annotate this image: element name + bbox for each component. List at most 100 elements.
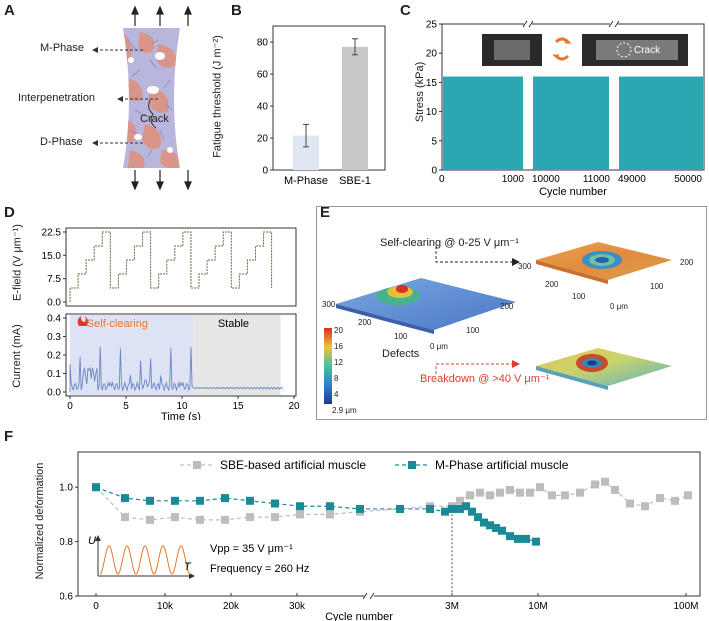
panel-f-chart: 0.6 0.8 1.0 0 10k 20k 30k 3M 10M 100M Cycle number… xyxy=(60,451,701,621)
y-tick-label: 7.5 xyxy=(47,274,61,285)
mphase-point xyxy=(221,494,229,503)
sbe-point xyxy=(246,513,254,522)
axis-break-mask xyxy=(364,593,374,599)
mphase-point xyxy=(441,507,449,516)
panel-a-letter: A xyxy=(4,2,15,19)
legend-marker-mphase xyxy=(408,461,416,469)
sbe-point xyxy=(591,480,599,489)
y-tick-label: 0.3 xyxy=(47,332,61,343)
colorbar-tick: 12 xyxy=(334,358,343,367)
sbe-point xyxy=(466,491,474,500)
y-tick-label: 25 xyxy=(426,20,438,31)
mphase-point xyxy=(480,518,488,527)
y-tick-label: 20 xyxy=(257,134,269,145)
panel-d-top-ylabel: E-field (V μm⁻¹) xyxy=(11,224,24,301)
x-tick-label: 10M xyxy=(528,601,547,612)
mphase-point xyxy=(506,532,514,541)
wave-u-label: U xyxy=(88,535,96,547)
colorbar-min: 2.9 μm xyxy=(332,406,357,415)
stress-segment xyxy=(533,76,609,170)
x-tick-label: 30k xyxy=(289,601,306,612)
sbe-point xyxy=(121,513,129,522)
axis-break xyxy=(528,20,534,28)
swap-arrow-top xyxy=(554,37,572,44)
y-tick-label: 5 xyxy=(431,136,437,147)
y-tick-label: 0.4 xyxy=(47,314,61,325)
sbe-point xyxy=(326,510,334,519)
mphase-point xyxy=(522,534,530,543)
wave-y-arrow xyxy=(95,535,101,541)
panel-e-frame xyxy=(316,206,707,420)
panel-b-chart: 0 20 40 60 80 M-Phase SBE-1 xyxy=(257,25,386,187)
crack-label: Crack xyxy=(634,45,661,56)
current-trace xyxy=(69,346,284,392)
legend-marker-sbe xyxy=(193,461,201,469)
sbe-point xyxy=(271,513,279,522)
main-axis-tick-100: 100 xyxy=(394,332,408,341)
y-tick-label: 0.0 xyxy=(47,298,61,309)
self-clearing-text: Self-clearing xyxy=(87,318,148,330)
panel-a-schematic xyxy=(92,5,192,191)
panel-e-illustration xyxy=(324,242,672,404)
main-axis-tick-200b: 200 xyxy=(500,302,514,311)
sbe-point xyxy=(476,488,484,497)
label-m-phase: M-Phase xyxy=(40,42,85,54)
self-clearing-region xyxy=(70,315,194,395)
x-tick-label: 5 xyxy=(123,401,129,412)
y-tick-label: 0.8 xyxy=(60,537,73,548)
axis-break-mask xyxy=(610,22,618,27)
x-tick-label: 0 xyxy=(93,601,99,612)
mphase-point xyxy=(271,499,279,508)
category-label: SBE-1 xyxy=(339,175,371,187)
inset-axis-tick-200: 200 xyxy=(545,280,559,289)
x-tick-label: 10k xyxy=(157,601,174,612)
mphase-point xyxy=(462,502,470,511)
sbe-point xyxy=(601,477,609,486)
sbe-point xyxy=(576,488,584,497)
y-tick-label: 15 xyxy=(426,78,438,89)
panel-c-chart: 0 5 10 15 20 25 0 1000 10000 11000 49000 50000 Cycle… xyxy=(426,20,705,198)
mphase-point xyxy=(532,537,540,546)
y-tick-label: 0.2 xyxy=(47,351,61,362)
y-tick-label: 0.6 xyxy=(60,592,73,603)
main-axis-tick-200: 200 xyxy=(358,318,372,327)
colorbar-tick: 4 xyxy=(334,390,339,399)
sbe-point xyxy=(146,515,154,524)
defect-surface xyxy=(336,278,516,334)
colorbar-tick: 16 xyxy=(334,342,343,351)
sbe-point xyxy=(526,488,534,497)
sbe-point xyxy=(671,496,679,505)
mphase-point xyxy=(296,502,304,511)
breakdown-surface xyxy=(536,348,672,390)
sbe-point xyxy=(486,491,494,500)
mphase-point xyxy=(426,504,434,513)
sbe-point xyxy=(626,499,634,508)
y-tick-label: 0 xyxy=(262,166,268,177)
x-tick-label: 1000 xyxy=(502,174,525,185)
panel-d-letter: D xyxy=(4,204,15,221)
mphase-point xyxy=(246,496,254,505)
x-tick-label: 0 xyxy=(439,174,445,185)
y-tick-label: 15.0 xyxy=(42,251,62,262)
y-tick-label: 40 xyxy=(257,102,269,113)
mphase-point xyxy=(514,534,522,543)
axis-break xyxy=(522,20,528,28)
mphase-point xyxy=(396,504,404,513)
x-tick-label: 0 xyxy=(67,401,73,412)
main-axis-tick-300: 300 xyxy=(322,300,336,309)
sbe-point xyxy=(548,491,556,500)
mphase-point xyxy=(326,502,334,511)
panel-c-letter: C xyxy=(400,2,411,19)
x-axis-label: Time (s) xyxy=(161,411,201,420)
mphase-point xyxy=(121,494,129,503)
sbe-point xyxy=(496,488,504,497)
mphase-point xyxy=(474,513,482,522)
panel-f-ylabel: Normalized deformation xyxy=(34,462,46,580)
sbe-point xyxy=(684,491,692,500)
stress-segment xyxy=(619,76,703,170)
inset-axis-tick-200b: 200 xyxy=(680,258,694,267)
y-tick-label: 60 xyxy=(257,70,269,81)
sbe-point xyxy=(516,488,524,497)
x-tick-label: 10000 xyxy=(532,174,560,185)
panel-a-arrows xyxy=(131,5,192,191)
